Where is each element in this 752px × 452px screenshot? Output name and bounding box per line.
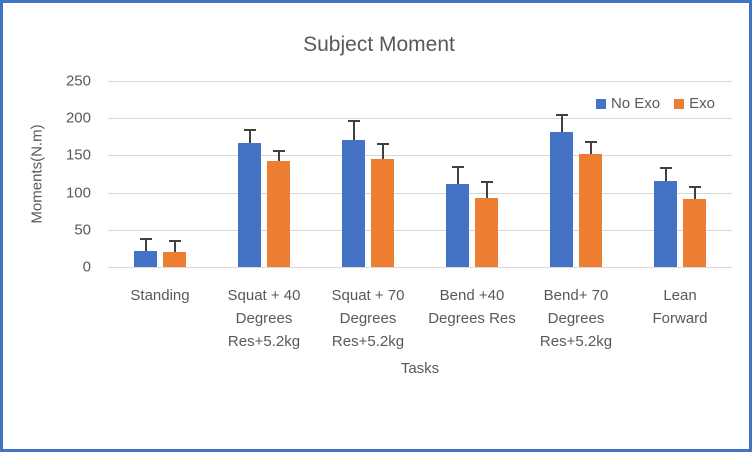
bar-exo-standing[interactable] (163, 252, 186, 267)
error-bar-no-exo-standing (144, 237, 147, 252)
error-bar-cap-exo-bend-70-degrees-res-5-2kg (584, 140, 597, 143)
gridline-50 (108, 229, 732, 231)
legend-label-exo: Exo (689, 95, 715, 112)
legend-label-no-exo: No Exo (610, 95, 661, 112)
error-bar-exo-lean-forward (693, 185, 696, 199)
bar-exo-bend-40-degrees-res[interactable] (475, 197, 498, 267)
bar-exo-lean-forward[interactable] (683, 198, 706, 267)
x-tick-label-standing: Standing (130, 287, 190, 304)
y-tick-label-250: 250 (65, 72, 91, 90)
error-bar-cap-no-exo-bend-70-degrees-res-5-2kg (555, 113, 568, 116)
error-bar-no-exo-lean-forward (664, 166, 667, 182)
bar-exo-bend-70-degrees-res-5-2kg[interactable] (579, 153, 602, 267)
x-tick-label-bend-40-degrees-res: Bend +40 Degrees Res (428, 287, 516, 327)
error-bar-exo-standing (173, 240, 176, 253)
error-bar-cap-no-exo-squat-40-degrees-res-5-2kg (243, 128, 256, 131)
error-bar-no-exo-squat-70-degrees-res-5-2kg (352, 120, 355, 140)
x-axis-title: Tasks (400, 360, 440, 377)
error-bar-exo-squat-40-degrees-res-5-2kg (277, 150, 280, 161)
x-tick-label-bend-70-degrees-res-5-2kg: Bend+ 70 Degrees Res+5.2kg (539, 287, 613, 350)
gridline-200 (108, 118, 732, 120)
error-bar-cap-no-exo-bend-40-degrees-res (451, 165, 464, 168)
error-bar-exo-bend-40-degrees-res (485, 181, 488, 198)
error-bar-cap-exo-lean-forward (688, 185, 701, 188)
legend-item-no-exo[interactable]: No Exo (595, 95, 661, 112)
y-tick-label-200: 200 (65, 109, 91, 127)
bar-no-exo-squat-70-degrees-res-5-2kg[interactable] (342, 139, 365, 267)
plot-area (108, 81, 732, 268)
y-tick-label-100: 100 (65, 184, 91, 202)
error-bar-cap-no-exo-lean-forward (659, 166, 672, 169)
bar-no-exo-standing[interactable] (134, 251, 157, 267)
error-bar-cap-exo-bend-40-degrees-res (480, 181, 493, 184)
bar-no-exo-squat-40-degrees-res-5-2kg[interactable] (238, 142, 261, 267)
bar-exo-squat-40-degrees-res-5-2kg[interactable] (267, 160, 290, 267)
error-bar-exo-bend-70-degrees-res-5-2kg (589, 140, 592, 154)
x-tick-label-lean-forward: Lean Forward (652, 287, 708, 327)
error-bar-no-exo-bend-70-degrees-res-5-2kg (560, 113, 563, 132)
gridline-100 (108, 192, 732, 194)
chart-title: Subject Moment (303, 33, 455, 56)
legend: No Exo Exo (595, 95, 715, 112)
error-bar-cap-no-exo-squat-70-degrees-res-5-2kg (347, 120, 360, 123)
legend-swatch-no-exo-icon (595, 98, 606, 109)
legend-swatch-exo-icon (674, 98, 685, 109)
error-bar-cap-exo-standing (168, 240, 181, 243)
legend-item-exo[interactable]: Exo (674, 95, 715, 112)
error-bar-cap-no-exo-standing (139, 237, 152, 240)
error-bar-cap-exo-squat-40-degrees-res-5-2kg (272, 150, 285, 153)
error-bar-no-exo-squat-40-degrees-res-5-2kg (248, 128, 251, 143)
y-tick-label-0: 0 (82, 258, 91, 276)
error-bar-exo-squat-70-degrees-res-5-2kg (381, 142, 384, 160)
x-tick-label-squat-40-degrees-res-5-2kg: Squat + 40 Degrees Res+5.2kg (227, 287, 301, 350)
gridline-150 (108, 155, 732, 157)
y-tick-label-150: 150 (65, 146, 91, 164)
bar-no-exo-bend-40-degrees-res[interactable] (446, 184, 469, 267)
x-tick-label-squat-70-degrees-res-5-2kg: Squat + 70 Degrees Res+5.2kg (331, 287, 405, 350)
error-bar-cap-exo-squat-70-degrees-res-5-2kg (376, 142, 389, 145)
gridline-0 (108, 267, 732, 268)
error-bar-no-exo-bend-40-degrees-res (456, 165, 459, 185)
y-axis-title: Moments(N.m) (28, 124, 46, 224)
gridline-250 (108, 81, 732, 82)
bar-no-exo-bend-70-degrees-res-5-2kg[interactable] (550, 131, 573, 267)
y-tick-label-50: 50 (74, 221, 91, 239)
bar-exo-squat-70-degrees-res-5-2kg[interactable] (371, 159, 394, 267)
bar-no-exo-lean-forward[interactable] (654, 181, 677, 267)
